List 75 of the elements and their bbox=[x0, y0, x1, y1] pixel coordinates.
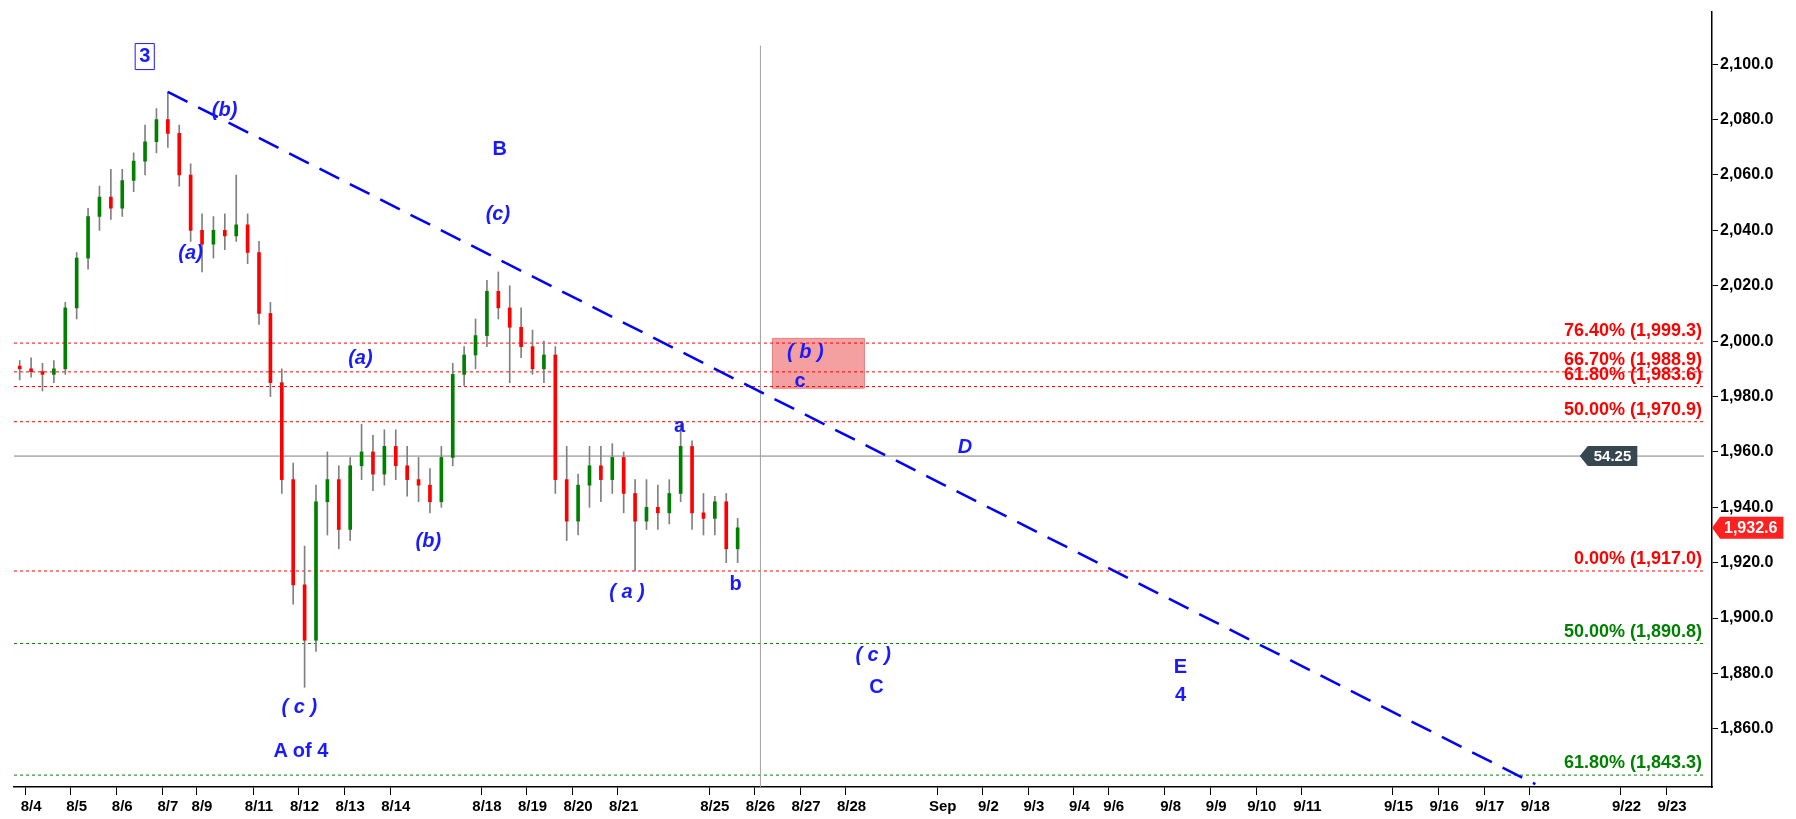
candlestick bbox=[223, 213, 227, 251]
x-tick-label: 9/9 bbox=[1205, 797, 1227, 815]
text: 1,932.6 bbox=[1724, 519, 1778, 537]
x-tick-label: 9/15 bbox=[1384, 797, 1414, 815]
x-tick-label: 8/27 bbox=[791, 797, 821, 815]
annotation: b bbox=[729, 572, 742, 595]
x-tick-label: 9/22 bbox=[1611, 797, 1642, 815]
annotation: c bbox=[794, 368, 806, 391]
annotation: ( c ) bbox=[855, 643, 892, 666]
annotation: D bbox=[957, 434, 973, 457]
x-tick-label: 8/7 bbox=[157, 797, 179, 815]
annotation: B bbox=[492, 137, 507, 160]
candlestick bbox=[234, 174, 239, 242]
annotation: 54.25 bbox=[1593, 447, 1632, 465]
x-tick-label: 8/11 bbox=[244, 797, 274, 815]
y-tick-label: 1,980.0 bbox=[1720, 386, 1774, 404]
annotation: A of 4 bbox=[273, 738, 330, 761]
y-tick-label: 1,940.0 bbox=[1720, 497, 1774, 515]
x-tick-label: 9/23 bbox=[1657, 797, 1687, 815]
annotation: C bbox=[869, 675, 884, 698]
annotation: (a) bbox=[348, 346, 373, 369]
x-tick-label: 8/21 bbox=[609, 797, 639, 815]
ref-line-label: 76.40% (1,999.3) bbox=[1563, 320, 1703, 341]
ref-line-label: 61.80% (1,843.3) bbox=[1563, 752, 1703, 773]
candlestick bbox=[656, 484, 660, 530]
x-tick-label: 9/17 bbox=[1475, 797, 1505, 815]
x-tick-label: 8/5 bbox=[66, 797, 88, 815]
x-tick-label: 8/18 bbox=[472, 797, 502, 815]
x-tick-label: Sep bbox=[929, 797, 957, 815]
annotation: (a) bbox=[178, 241, 204, 264]
x-tick-label: 8/28 bbox=[837, 797, 867, 815]
y-tick-label: 1,880.0 bbox=[1720, 663, 1774, 681]
candlestick bbox=[109, 169, 113, 220]
ref-line-label: 50.00% (1,890.8) bbox=[1563, 620, 1703, 641]
x-tick-label: 9/2 bbox=[977, 797, 999, 815]
y-tick-label: 2,060.0 bbox=[1720, 165, 1774, 183]
x-tick-label: 9/6 bbox=[1103, 797, 1125, 815]
annotation: ( c ) bbox=[281, 694, 318, 717]
y-tick-label: 1,900.0 bbox=[1720, 608, 1774, 626]
y-tick-label: 2,040.0 bbox=[1720, 220, 1774, 238]
y-tick-label: 1,860.0 bbox=[1720, 719, 1774, 737]
annotation: (c) bbox=[485, 202, 511, 225]
y-tick-label: 2,100.0 bbox=[1720, 54, 1774, 72]
x-tick-label: 9/16 bbox=[1429, 797, 1459, 815]
annotation: E bbox=[1173, 655, 1188, 678]
x-tick-label: 8/13 bbox=[335, 797, 365, 815]
x-tick-label: 8/4 bbox=[20, 797, 43, 815]
y-tick-label: 1,920.0 bbox=[1720, 553, 1774, 571]
x-tick-label: 9/4 bbox=[1069, 797, 1091, 815]
ref-line-label: 50.00% (1,970.9) bbox=[1563, 398, 1703, 419]
x-tick-label: 9/10 bbox=[1247, 797, 1277, 815]
y-tick-label: 1,960.0 bbox=[1720, 442, 1774, 460]
x-tick-label: 8/14 bbox=[381, 797, 412, 815]
annotation: ( b ) bbox=[786, 339, 824, 362]
annotation: ( a ) bbox=[609, 579, 646, 602]
x-tick-label: 8/20 bbox=[563, 797, 593, 815]
y-tick-label: 2,020.0 bbox=[1720, 276, 1774, 294]
ref-line-label: 0.00% (1,917.0) bbox=[1573, 547, 1702, 568]
x-tick-label: 8/12 bbox=[290, 797, 320, 815]
y-tick-label: 2,000.0 bbox=[1720, 331, 1774, 349]
x-tick-label: 8/6 bbox=[111, 797, 133, 815]
x-tick-label: 8/26 bbox=[745, 797, 776, 815]
x-tick-label: 9/8 bbox=[1160, 797, 1182, 815]
x-tick-label: 9/3 bbox=[1023, 797, 1045, 815]
x-tick-label: 8/19 bbox=[517, 797, 548, 815]
annotation: 3 bbox=[139, 44, 151, 67]
y-tick-label: 2,080.0 bbox=[1720, 110, 1774, 128]
annotation: 4 bbox=[1174, 683, 1187, 706]
annotation: (b) bbox=[415, 528, 442, 551]
annotation: (b) bbox=[211, 98, 238, 121]
x-tick-label: 8/9 bbox=[191, 797, 213, 815]
x-tick-label: 8/25 bbox=[700, 797, 730, 815]
x-tick-label: 9/11 bbox=[1293, 797, 1322, 815]
x-tick-label: 9/18 bbox=[1520, 797, 1550, 815]
annotation: a bbox=[674, 413, 687, 436]
